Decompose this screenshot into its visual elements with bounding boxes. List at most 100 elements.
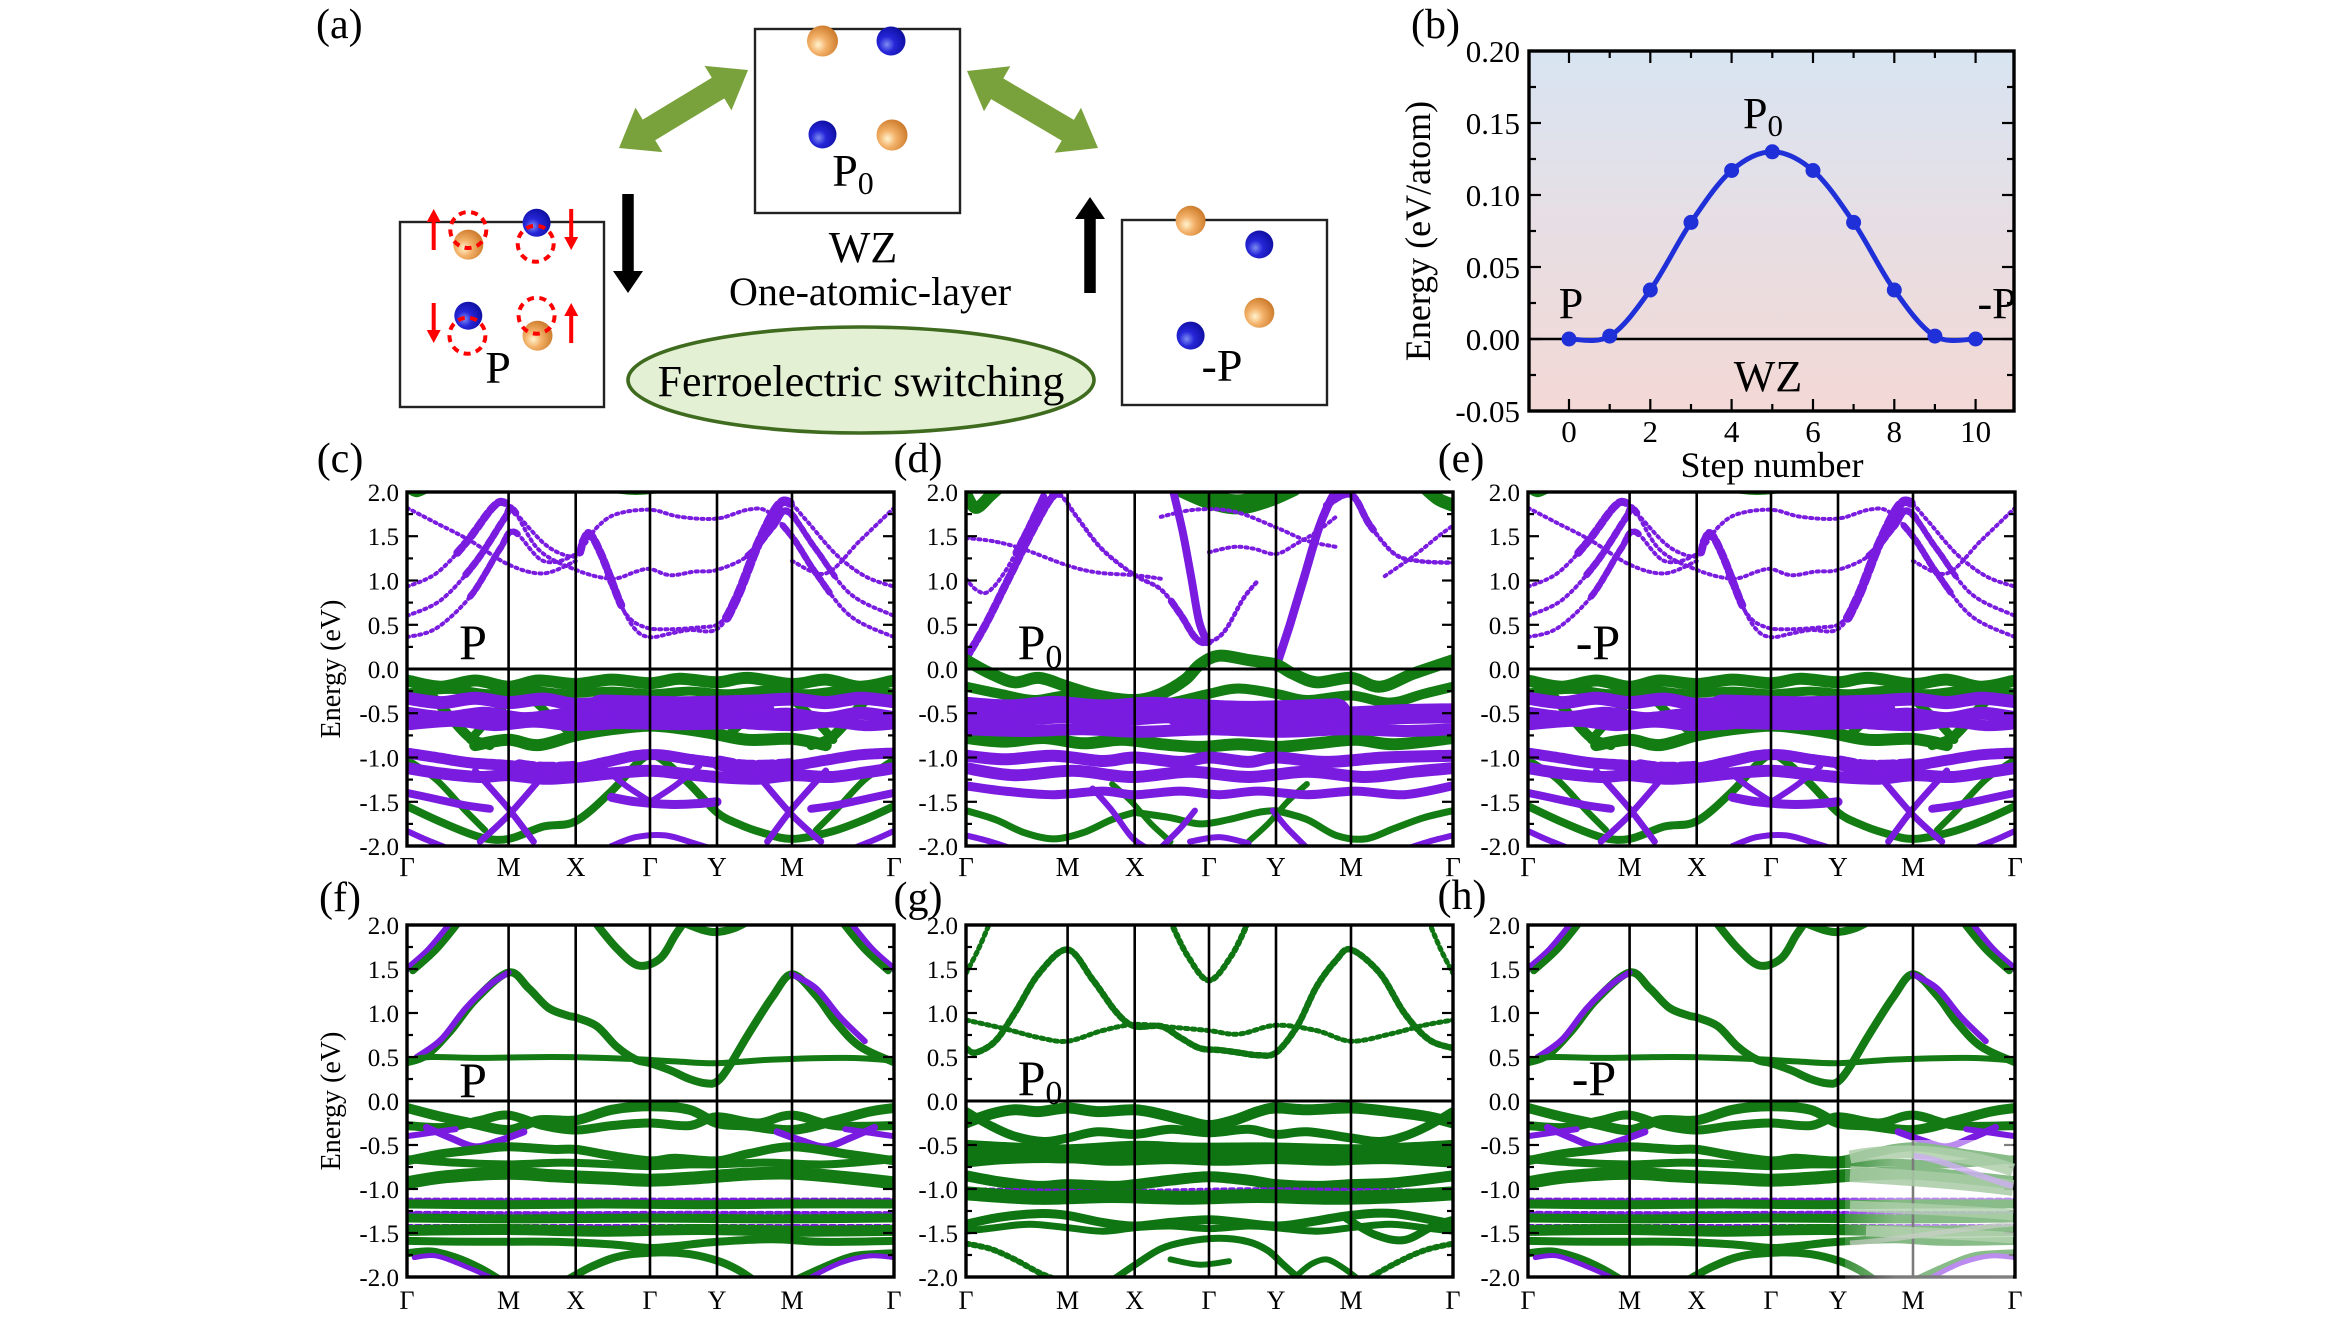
svg-text:X: X (566, 1286, 585, 1315)
svg-text:(h): (h) (1438, 873, 1487, 919)
svg-text:Γ: Γ (1201, 852, 1217, 882)
svg-text:8: 8 (1887, 414, 1903, 449)
svg-text:Γ: Γ (1520, 852, 1536, 882)
svg-text:4: 4 (1724, 414, 1740, 449)
svg-text:0.5: 0.5 (368, 613, 399, 640)
svg-text:-1.5: -1.5 (1480, 1221, 1520, 1248)
svg-text:One-atomic-layer: One-atomic-layer (729, 269, 1011, 314)
svg-text:1.0: 1.0 (927, 569, 958, 596)
svg-text:-1.0: -1.0 (918, 746, 958, 773)
svg-text:Energy (eV/atom): Energy (eV/atom) (1398, 101, 1438, 361)
svg-text:M: M (1618, 1286, 1641, 1315)
svg-text:1.5: 1.5 (1489, 957, 1520, 984)
svg-text:0.5: 0.5 (1489, 613, 1520, 640)
svg-text:Y: Y (1267, 1286, 1286, 1315)
svg-text:2.0: 2.0 (368, 480, 399, 507)
svg-text:-2.0: -2.0 (1480, 834, 1520, 861)
svg-text:Energy (eV): Energy (eV) (316, 1032, 347, 1171)
svg-text:Γ: Γ (1763, 1286, 1778, 1315)
svg-text:-P: -P (1202, 340, 1243, 391)
svg-text:-P: -P (1977, 279, 2016, 328)
svg-text:X: X (1687, 852, 1707, 882)
svg-text:M: M (497, 852, 521, 882)
svg-text:1.0: 1.0 (1489, 569, 1520, 596)
svg-text:1.5: 1.5 (927, 524, 958, 551)
svg-text:0.5: 0.5 (927, 1045, 958, 1072)
svg-text:0.5: 0.5 (1489, 1045, 1520, 1072)
svg-text:-0.5: -0.5 (359, 701, 399, 728)
svg-text:WZ: WZ (829, 223, 897, 272)
svg-text:0.0: 0.0 (927, 657, 958, 684)
svg-text:0.05: 0.05 (1466, 250, 1520, 285)
svg-text:P0: P0 (1018, 1050, 1063, 1112)
svg-text:M: M (1056, 1286, 1079, 1315)
svg-text:Step number: Step number (1681, 445, 1864, 485)
svg-text:Energy (eV): Energy (eV) (316, 600, 347, 739)
svg-text:2.0: 2.0 (368, 913, 399, 940)
svg-text:-0.5: -0.5 (1480, 1133, 1520, 1160)
svg-text:M: M (497, 1286, 520, 1315)
svg-text:Y: Y (1266, 852, 1286, 882)
svg-text:(b): (b) (1411, 2, 1460, 48)
svg-text:-2.0: -2.0 (918, 834, 958, 861)
svg-text:-0.5: -0.5 (359, 1133, 399, 1160)
svg-text:-1.0: -1.0 (359, 746, 399, 773)
svg-text:-1.0: -1.0 (359, 1177, 399, 1204)
svg-text:1.0: 1.0 (927, 1001, 958, 1028)
svg-text:Γ: Γ (2007, 1286, 2022, 1315)
svg-text:0.20: 0.20 (1466, 34, 1520, 69)
svg-text:1.0: 1.0 (1489, 1001, 1520, 1028)
svg-text:Γ: Γ (1201, 1286, 1216, 1315)
svg-text:Y: Y (707, 852, 727, 882)
svg-text:-2.0: -2.0 (359, 834, 399, 861)
svg-text:1.0: 1.0 (368, 1001, 399, 1028)
svg-text:X: X (1125, 852, 1145, 882)
svg-text:(c): (c) (317, 436, 364, 482)
svg-text:0.0: 0.0 (368, 1089, 399, 1116)
svg-text:2.0: 2.0 (1489, 480, 1520, 507)
svg-text:0.10: 0.10 (1466, 178, 1520, 213)
svg-text:2.0: 2.0 (1489, 913, 1520, 940)
svg-text:1.5: 1.5 (927, 957, 958, 984)
svg-text:Γ: Γ (399, 852, 415, 882)
svg-text:-1.5: -1.5 (1480, 790, 1520, 817)
svg-text:-P: -P (1572, 1050, 1616, 1106)
svg-text:M: M (1056, 852, 1080, 882)
svg-text:-2.0: -2.0 (1480, 1265, 1520, 1292)
svg-text:Y: Y (708, 1286, 727, 1315)
svg-text:M: M (1901, 852, 1925, 882)
svg-text:Γ: Γ (2007, 852, 2023, 882)
svg-text:1.5: 1.5 (368, 524, 399, 551)
svg-text:Γ: Γ (399, 1286, 414, 1315)
svg-text:WZ: WZ (1734, 352, 1802, 401)
svg-text:-0.5: -0.5 (1480, 701, 1520, 728)
svg-text:X: X (1125, 1286, 1144, 1315)
svg-text:Γ: Γ (642, 852, 658, 882)
svg-text:M: M (1339, 852, 1363, 882)
svg-text:-1.5: -1.5 (918, 1221, 958, 1248)
svg-text:-1.0: -1.0 (918, 1177, 958, 1204)
svg-text:P: P (459, 1052, 487, 1108)
svg-text:P: P (459, 614, 487, 670)
svg-text:P: P (1559, 279, 1583, 328)
svg-text:1.0: 1.0 (368, 569, 399, 596)
svg-text:-0.05: -0.05 (1455, 394, 1520, 429)
svg-text:Γ: Γ (958, 852, 974, 882)
svg-text:M: M (1901, 1286, 1924, 1315)
svg-text:10: 10 (1960, 414, 1991, 449)
svg-text:1.5: 1.5 (368, 957, 399, 984)
svg-text:-P: -P (1576, 614, 1620, 670)
svg-text:0.0: 0.0 (1489, 1089, 1520, 1116)
svg-text:(a): (a) (316, 2, 363, 48)
svg-text:M: M (780, 1286, 803, 1315)
svg-text:Γ: Γ (958, 1286, 973, 1315)
svg-text:-0.5: -0.5 (918, 701, 958, 728)
svg-text:-2.0: -2.0 (918, 1265, 958, 1292)
svg-text:Y: Y (1828, 852, 1848, 882)
svg-text:2: 2 (1643, 414, 1659, 449)
svg-text:0.5: 0.5 (927, 613, 958, 640)
svg-text:Γ: Γ (1763, 852, 1779, 882)
svg-text:-1.0: -1.0 (1480, 1177, 1520, 1204)
svg-text:(g): (g) (894, 875, 943, 921)
svg-text:-1.5: -1.5 (359, 1221, 399, 1248)
